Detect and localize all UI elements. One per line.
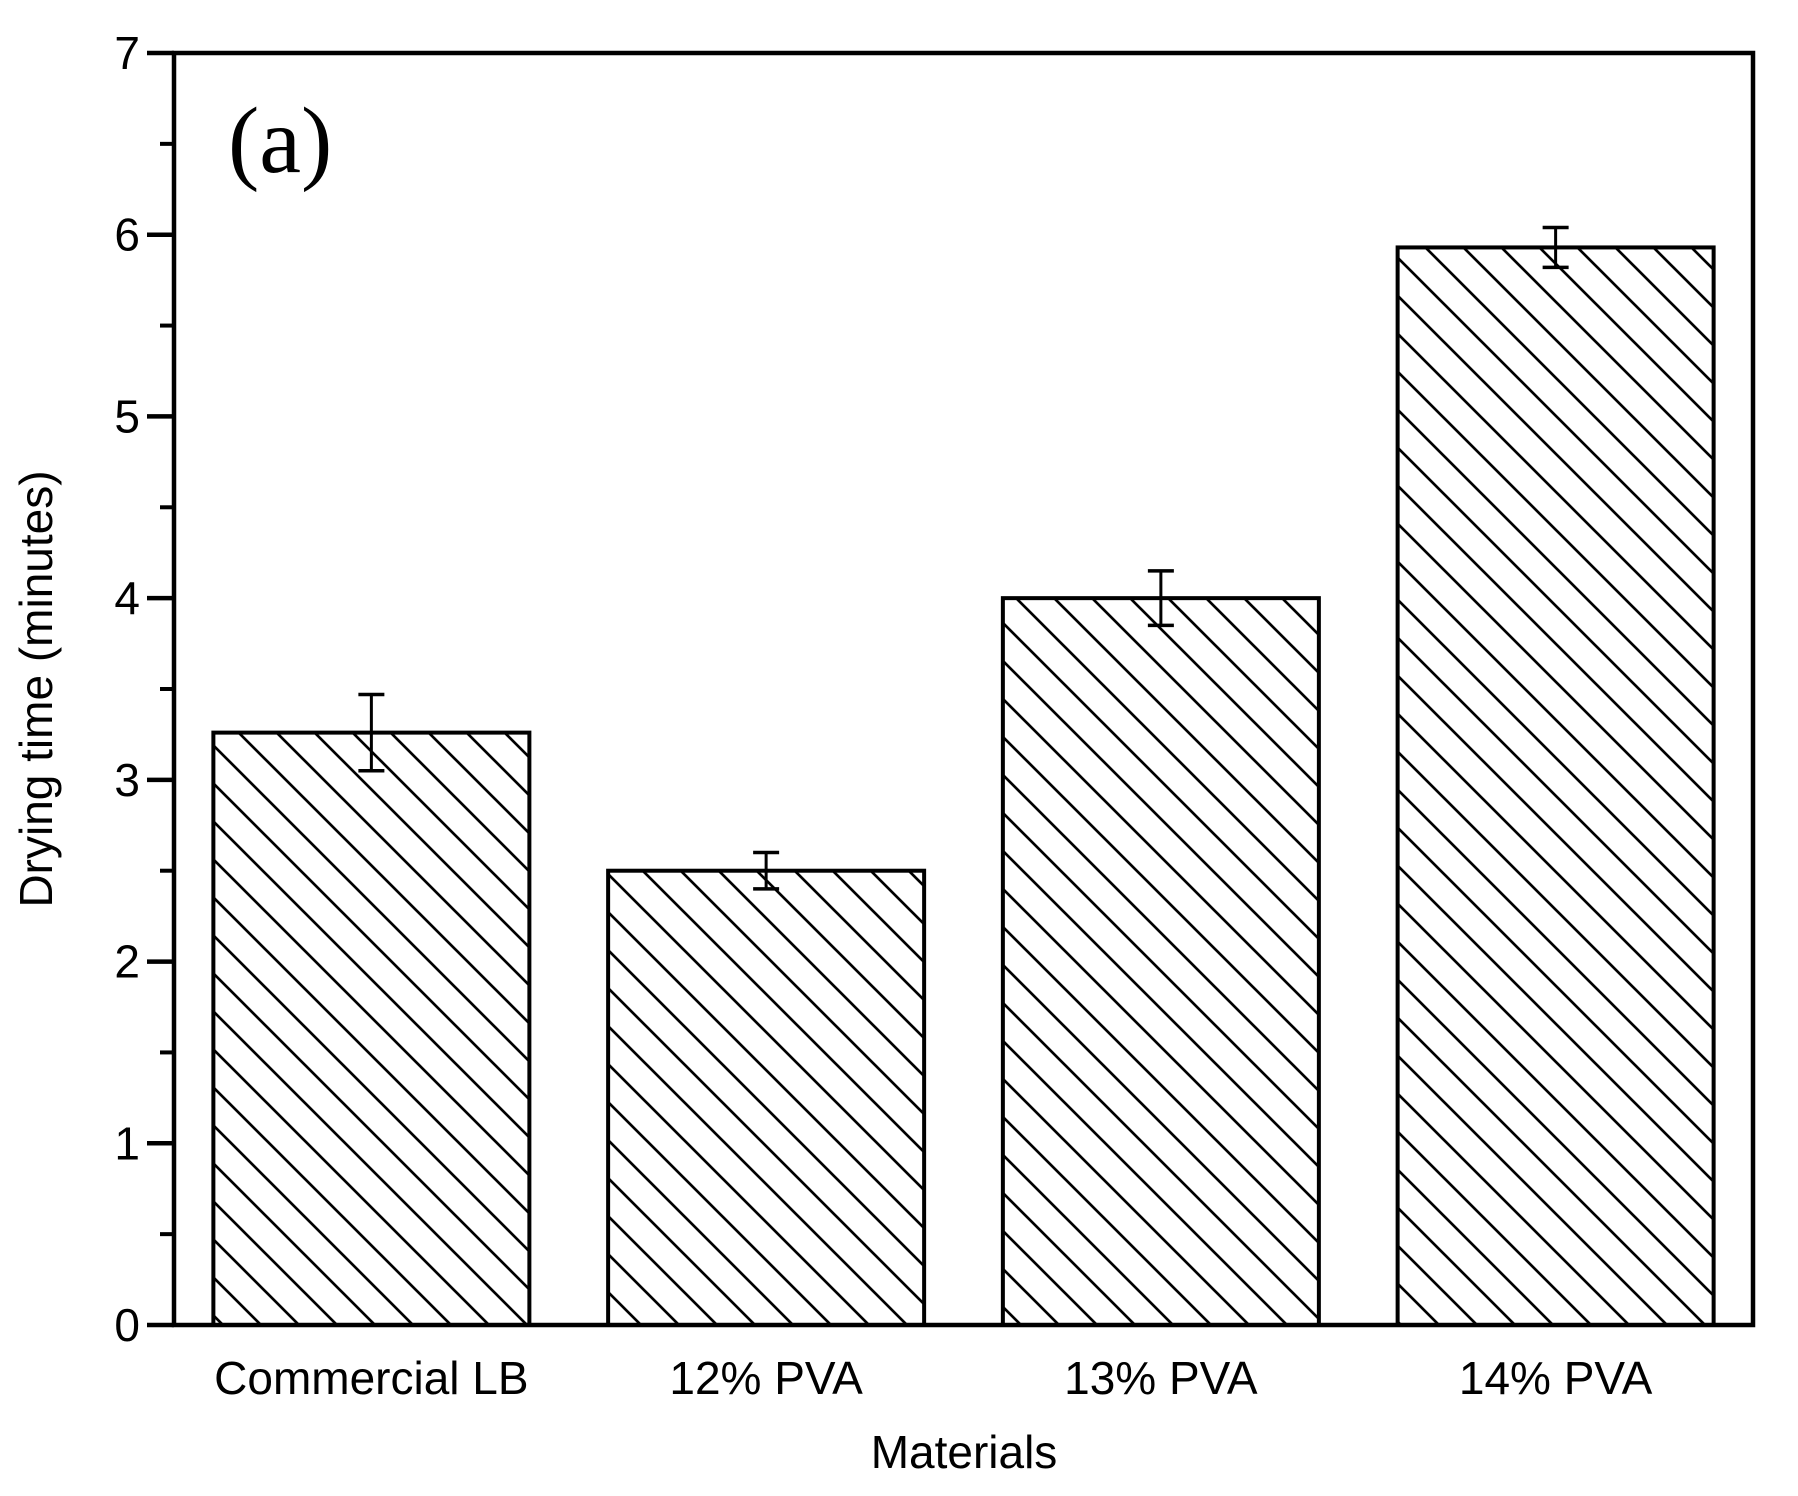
x-tick-label: 14% PVA	[1459, 1352, 1653, 1404]
y-axis-title: Drying time (minutes)	[10, 470, 62, 907]
bar	[606, 868, 927, 1327]
y-tick-label: 7	[114, 27, 140, 79]
y-tick-label: 2	[114, 936, 140, 988]
bar	[1000, 596, 1321, 1327]
x-axis-title: Materials	[871, 1426, 1058, 1478]
y-tick-label: 1	[114, 1117, 140, 1169]
bars	[211, 225, 1716, 1327]
y-tick-label: 6	[114, 209, 140, 261]
axis-tick-labels: 0 1 2 3 4 5 6 7 Commercial LB 12% PVA 13% PVA 14% P…	[114, 27, 1652, 1404]
x-tick-label: 13% PVA	[1064, 1352, 1258, 1404]
y-tick-label: 5	[114, 390, 140, 442]
plot-frame	[171, 50, 1756, 1328]
x-tick-label: Commercial LB	[214, 1352, 528, 1404]
axis-ticks	[147, 50, 174, 1328]
y-tick-label: 3	[114, 754, 140, 806]
bar	[211, 730, 532, 1327]
bar	[1395, 245, 1716, 1327]
x-tick-label: 12% PVA	[669, 1352, 863, 1404]
y-tick-label: 0	[114, 1299, 140, 1351]
y-tick-label: 4	[114, 572, 140, 624]
figure-label: (a)	[228, 89, 332, 193]
